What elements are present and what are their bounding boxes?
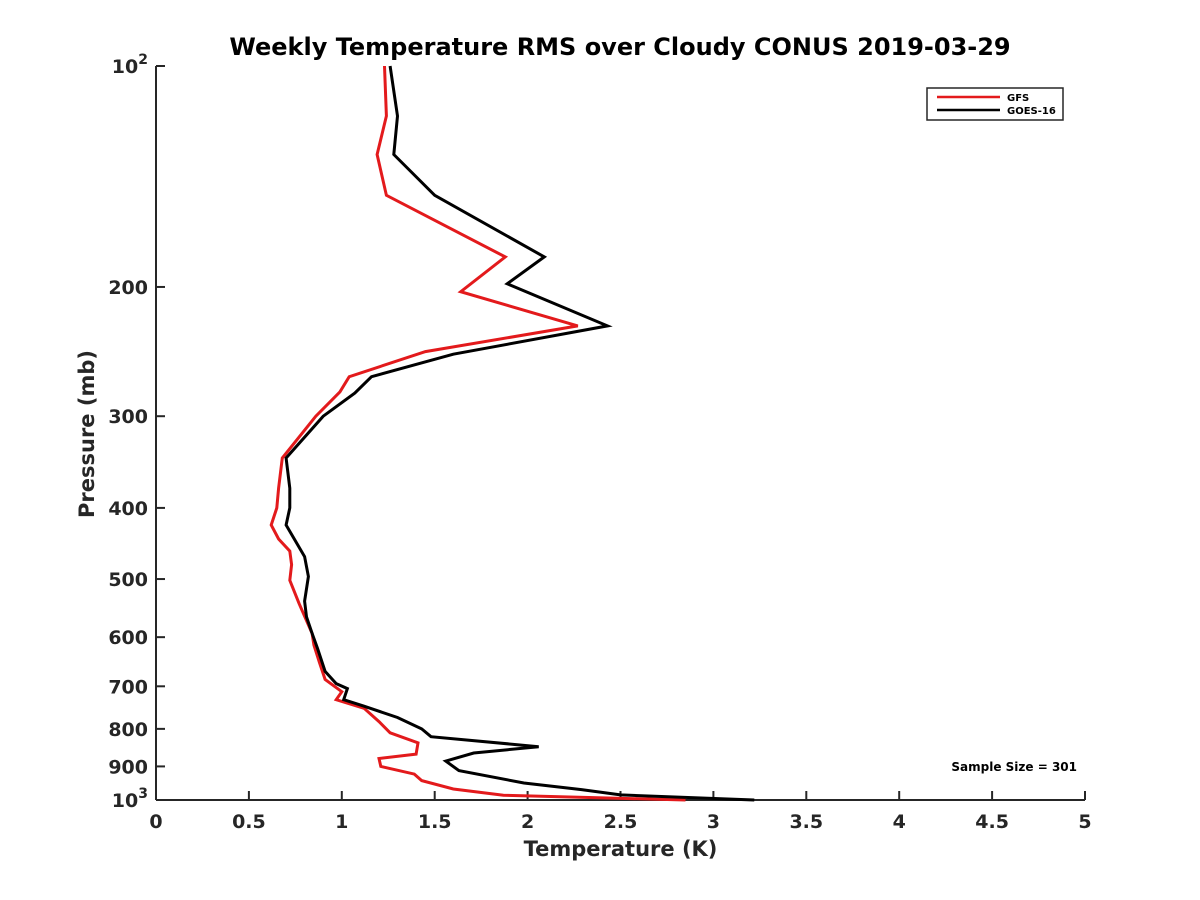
- x-tick-label: 3: [707, 811, 720, 833]
- x-tick-label: 2.5: [604, 811, 638, 833]
- y-tick-label: 200: [108, 277, 148, 299]
- x-tick-label: 4: [893, 811, 906, 833]
- x-axis-title: Temperature (K): [524, 837, 718, 861]
- y-tick-label: 300: [108, 406, 148, 428]
- legend-label-gfs: GFS: [1007, 93, 1029, 104]
- y-tick-label: 900: [108, 756, 148, 778]
- series-line-gfs: [269, 65, 686, 802]
- y-tick-label: 103: [112, 786, 148, 812]
- y-axis-title: Pressure (mb): [75, 350, 99, 518]
- plot-area: 0 0.5 1 1.5 2 2.5 3 3.5 4 4.5 5 102 200 300 400 500 600 7…: [108, 52, 1091, 833]
- series-line-goes-16: [284, 65, 755, 802]
- y-tick-label: 500: [108, 569, 148, 591]
- sample-size-annotation: Sample Size = 301: [951, 760, 1077, 774]
- x-tick-label: 3.5: [789, 811, 823, 833]
- y-tick-label: 400: [108, 498, 148, 520]
- chart-title: Weekly Temperature RMS over Cloudy CONUS…: [229, 33, 1010, 61]
- x-tick-label: 1: [335, 811, 348, 833]
- y-tick-label: 600: [108, 627, 148, 649]
- x-tick-label: 0.5: [232, 811, 266, 833]
- x-tick-label: 2: [521, 811, 534, 833]
- legend: GFS GOES-16: [926, 87, 1064, 121]
- x-tick-label: 5: [1078, 811, 1091, 833]
- x-tick-label: 4.5: [975, 811, 1009, 833]
- y-tick-label: 800: [108, 719, 148, 741]
- x-tick-label: 1.5: [418, 811, 452, 833]
- y-tick-label: 102: [112, 52, 148, 78]
- y-tick-label: 700: [108, 676, 148, 698]
- legend-box: [926, 87, 1064, 121]
- x-tick-label: 0: [149, 811, 162, 833]
- legend-label-goes-16: GOES-16: [1007, 106, 1056, 117]
